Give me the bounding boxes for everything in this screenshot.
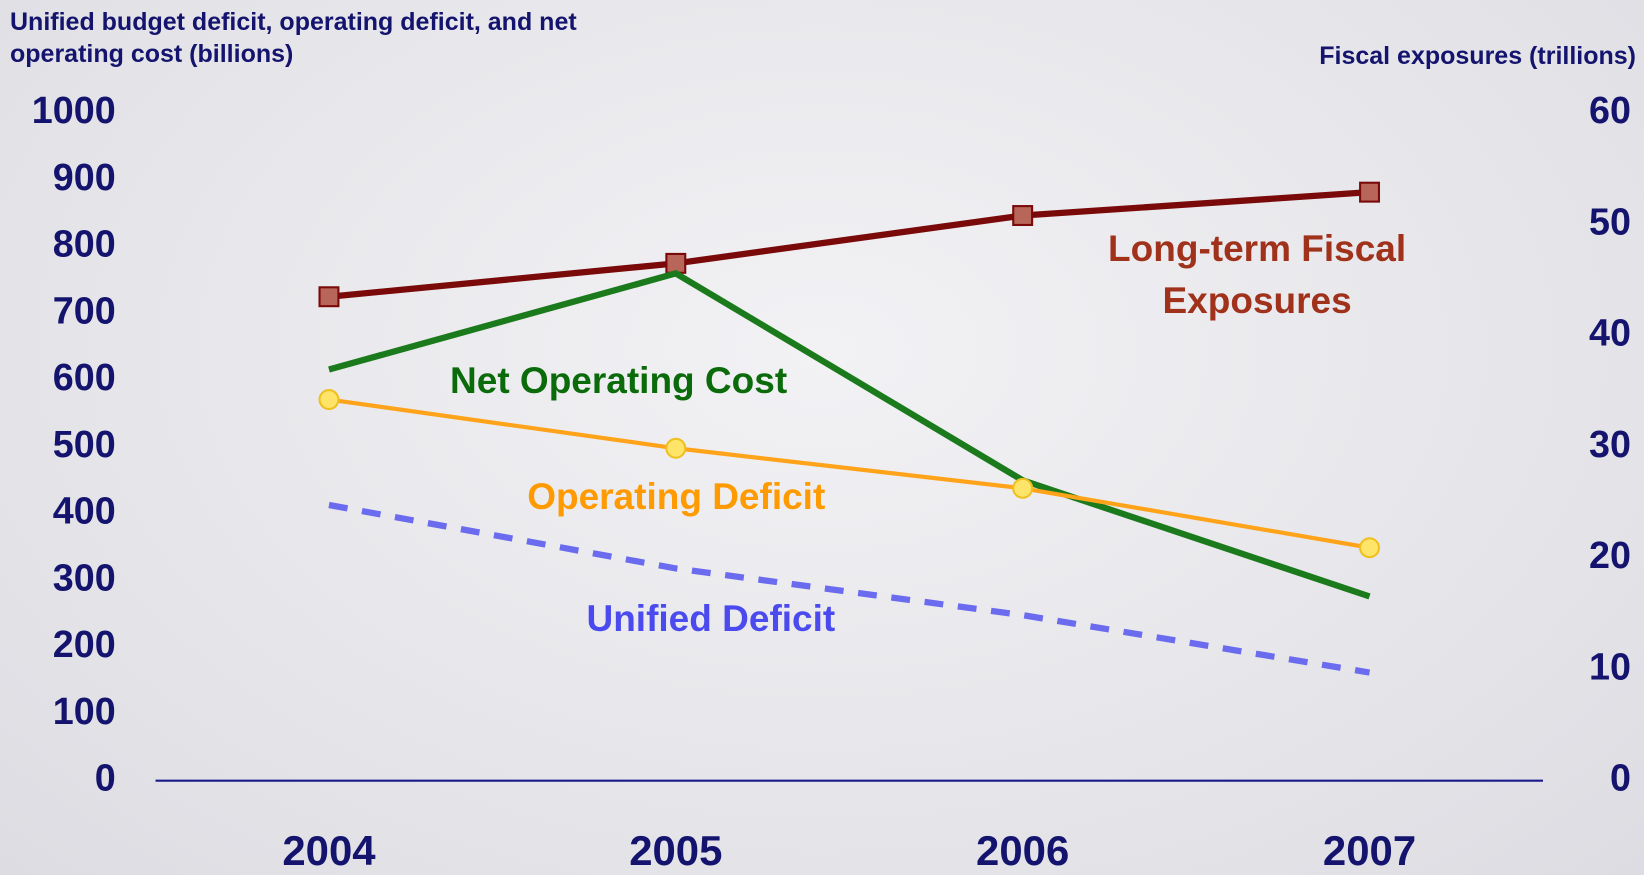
x-tick-label: 2006 [976,827,1069,874]
x-tick-label: 2004 [282,827,376,874]
marker [1012,205,1034,227]
series-label: Long-term Fiscal Exposures [1108,227,1407,321]
y2-tick-label: 40 [1589,312,1631,354]
y-tick-label: 0 [95,757,116,799]
marker [1012,477,1034,499]
y-tick-label: 800 [53,223,116,265]
y2-tick-label: 30 [1589,423,1631,465]
y-tick-label: 700 [53,289,116,331]
y-tick-label: 600 [53,356,116,398]
series-label: Operating Deficit [527,475,826,517]
y2-tick-label: 10 [1589,645,1631,687]
marker [318,286,340,308]
line [328,269,1371,600]
series-label: Net Operating Cost [450,359,788,401]
marker [1359,537,1381,559]
y-tick-label: 500 [53,423,116,465]
series-label: Unified Deficit [586,597,836,639]
y-axis-title: Unified budget deficit, operating defici… [10,8,577,68]
marker [1359,181,1381,203]
y2-tick-label: 60 [1589,89,1631,131]
y2-tick-label: 0 [1610,757,1631,799]
marker [318,389,340,411]
marker [665,437,687,459]
x-tick-label: 2007 [1323,827,1416,874]
y-tick-label: 1000 [32,89,116,131]
y2-tick-label: 50 [1589,200,1631,242]
y-tick-label: 100 [53,690,116,732]
line [328,501,1371,676]
line [328,189,1370,300]
y-tick-label: 400 [53,490,116,532]
y2-tick-label: 20 [1589,534,1631,576]
y-tick-label: 300 [53,556,116,598]
y-tick-label: 900 [53,156,116,198]
x-tick-label: 2005 [629,827,722,874]
marker [665,252,687,274]
y2-axis-title: Fiscal exposures (trillions) [1319,42,1636,70]
line [328,397,1370,550]
y-tick-label: 200 [53,623,116,665]
